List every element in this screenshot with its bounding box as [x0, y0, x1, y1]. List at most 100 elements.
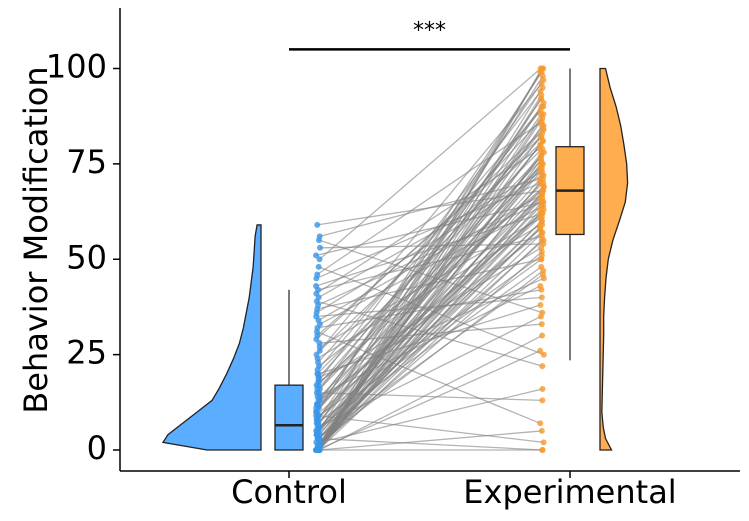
experimental-point	[539, 187, 546, 194]
paired-line	[316, 148, 541, 295]
data-points	[313, 65, 547, 453]
paired-line	[318, 277, 545, 379]
control-point	[316, 233, 323, 240]
significance-label: ***	[413, 18, 446, 43]
paired-line	[316, 155, 542, 390]
experimental-point	[537, 134, 544, 141]
control-point	[313, 252, 320, 259]
density-control	[161, 224, 262, 451]
paired-line	[315, 212, 543, 287]
control-point	[313, 282, 320, 289]
paired-line	[318, 266, 545, 356]
paired-line	[317, 224, 541, 359]
paired-line	[317, 68, 544, 428]
experimental-point	[540, 275, 547, 282]
paired-line	[316, 110, 542, 394]
boxplots	[274, 68, 585, 451]
y-tick-label: 0	[87, 429, 107, 467]
x-tick-label-experimental: Experimental	[463, 473, 676, 511]
experimental-point	[537, 176, 544, 183]
control-point	[316, 256, 323, 263]
paired-line	[317, 189, 543, 226]
y-ticks: 0 25 50 75 100	[46, 48, 120, 467]
x-tick-label-control: Control	[231, 473, 347, 511]
axes	[119, 8, 740, 472]
experimental-point	[538, 153, 545, 160]
y-tick-label: 25	[66, 334, 107, 372]
control-point	[314, 271, 321, 278]
paired-line	[319, 232, 542, 401]
paired-line	[318, 247, 542, 382]
paired-line	[318, 315, 542, 428]
paired-line	[316, 136, 542, 337]
paired-lines	[315, 68, 545, 451]
paired-line	[316, 121, 543, 276]
experimental-point	[539, 397, 546, 404]
paired-line	[319, 216, 543, 348]
experimental-point	[539, 210, 546, 217]
paired-line	[319, 388, 543, 444]
paired-line	[316, 167, 543, 420]
significance-bar: ***	[289, 18, 570, 51]
paired-line	[318, 437, 543, 451]
density-clouds	[161, 67, 629, 451]
paired-line	[318, 266, 542, 428]
control-point	[316, 244, 323, 251]
paired-line	[317, 201, 543, 306]
experimental-point	[540, 351, 547, 358]
paired-line	[317, 289, 542, 329]
box-control	[274, 384, 304, 451]
paired-line	[319, 334, 543, 451]
paired-line	[318, 392, 543, 402]
paired-line	[317, 220, 543, 436]
y-tick-label: 75	[66, 143, 107, 181]
paired-line	[318, 239, 543, 314]
paired-line	[318, 430, 542, 451]
experimental-point	[537, 221, 544, 228]
paired-line	[318, 254, 543, 417]
control-point	[314, 221, 321, 228]
density-experimental	[599, 67, 629, 451]
control-point	[315, 263, 322, 270]
experimental-point	[538, 263, 545, 270]
paired-line	[316, 182, 541, 279]
experimental-point	[538, 168, 545, 175]
paired-line	[318, 304, 541, 375]
paired-line	[318, 193, 543, 321]
experimental-point	[537, 256, 544, 263]
experimental-point	[539, 309, 546, 316]
paired-line	[317, 273, 544, 440]
experimental-point	[540, 126, 547, 133]
y-tick-label: 100	[46, 48, 107, 86]
experimental-point	[538, 80, 545, 87]
experimental-point	[537, 420, 544, 427]
paired-line	[316, 83, 543, 356]
paired-line	[315, 201, 544, 257]
paired-line	[316, 331, 541, 424]
experimental-point	[538, 118, 545, 125]
experimental-point	[538, 96, 545, 103]
y-tick-label: 50	[66, 238, 107, 276]
experimental-point	[537, 145, 544, 152]
experimental-point	[538, 286, 545, 293]
experimental-point	[539, 385, 546, 392]
experimental-point	[539, 447, 546, 453]
paired-line	[319, 243, 544, 249]
paired-line	[315, 216, 541, 417]
experimental-point	[540, 439, 547, 446]
y-axis-label: Behavior Modification	[17, 66, 55, 413]
experimental-point	[538, 294, 545, 301]
experimental-point	[540, 199, 547, 206]
experimental-point	[538, 321, 545, 328]
experimental-point	[537, 302, 544, 309]
experimental-point	[540, 103, 547, 110]
paired-line	[316, 300, 543, 367]
paired-line	[318, 170, 543, 298]
experimental-point	[537, 347, 544, 354]
paired-line	[317, 285, 541, 398]
experimental-point	[537, 65, 544, 72]
paired-line	[319, 140, 544, 436]
experimental-point	[539, 332, 546, 339]
experimental-point	[538, 233, 545, 240]
